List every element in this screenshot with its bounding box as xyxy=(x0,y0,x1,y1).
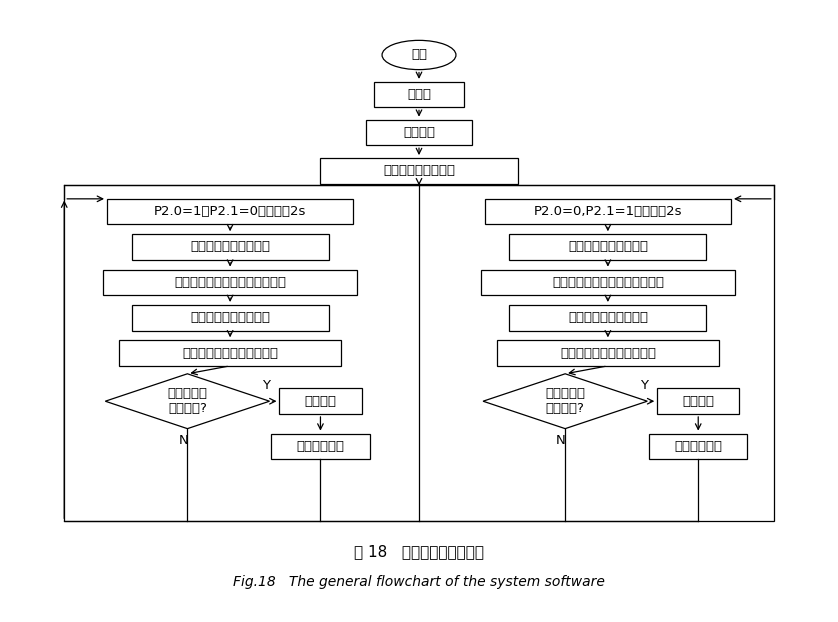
Bar xyxy=(657,388,739,414)
Text: N: N xyxy=(178,434,189,447)
Bar xyxy=(649,434,747,459)
Text: 调用存储温湿度子程序: 调用存储温湿度子程序 xyxy=(190,311,270,324)
Polygon shape xyxy=(483,374,647,429)
Bar xyxy=(132,234,328,260)
Bar xyxy=(279,388,361,414)
Text: 调用显示温湿度当前数值子程序: 调用显示温湿度当前数值子程序 xyxy=(552,276,664,289)
Polygon shape xyxy=(106,374,270,429)
Text: 调用存储温湿度子程序: 调用存储温湿度子程序 xyxy=(568,311,648,324)
Text: 图 18   系统软件总体流程图: 图 18 系统软件总体流程图 xyxy=(354,544,484,559)
Bar xyxy=(365,119,473,145)
Text: 温湿度过高
或者过低?: 温湿度过高 或者过低? xyxy=(168,388,208,415)
Text: 对比当前温湿度值与设定值: 对比当前温湿度值与设定值 xyxy=(560,346,656,360)
Bar xyxy=(132,305,328,330)
Bar xyxy=(320,158,518,183)
Text: P2.0=0,P2.1=1，并延时2s: P2.0=0,P2.1=1，并延时2s xyxy=(534,205,682,218)
Text: 声光报警: 声光报警 xyxy=(304,395,336,407)
Bar xyxy=(272,434,370,459)
Text: 开始: 开始 xyxy=(411,49,427,62)
Bar xyxy=(103,269,358,295)
Ellipse shape xyxy=(382,40,456,70)
Text: 初始化: 初始化 xyxy=(407,88,431,101)
Bar xyxy=(119,340,341,366)
Text: 启动除湿装置: 启动除湿装置 xyxy=(297,440,344,453)
Bar xyxy=(484,199,731,225)
Text: 启动除湿装置: 启动除湿装置 xyxy=(675,440,722,453)
Bar xyxy=(480,269,735,295)
Bar xyxy=(107,199,354,225)
Text: N: N xyxy=(556,434,566,447)
Bar xyxy=(510,305,706,330)
Text: 声光报警: 声光报警 xyxy=(682,395,714,407)
Text: 键盘扫描: 键盘扫描 xyxy=(403,126,435,139)
Text: 设定上下限温湿度值: 设定上下限温湿度值 xyxy=(383,164,455,177)
Text: 调用温湿度检测子程序: 调用温湿度检测子程序 xyxy=(190,241,270,254)
Bar xyxy=(374,82,464,108)
Text: Fig.18   The general flowchart of the system software: Fig.18 The general flowchart of the syst… xyxy=(233,575,605,589)
Text: P2.0=1，P2.1=0，并延时2s: P2.0=1，P2.1=0，并延时2s xyxy=(154,205,307,218)
Text: 调用显示温湿度当前数值子程序: 调用显示温湿度当前数值子程序 xyxy=(174,276,286,289)
Bar xyxy=(65,185,773,521)
Text: Y: Y xyxy=(640,379,648,392)
Text: 调用温湿度检测子程序: 调用温湿度检测子程序 xyxy=(568,241,648,254)
Bar xyxy=(497,340,719,366)
Text: 对比当前温湿度值与设定值: 对比当前温湿度值与设定值 xyxy=(182,346,278,360)
Text: Y: Y xyxy=(262,379,270,392)
Bar xyxy=(510,234,706,260)
Text: 温湿度过高
或者过低?: 温湿度过高 或者过低? xyxy=(546,388,585,415)
